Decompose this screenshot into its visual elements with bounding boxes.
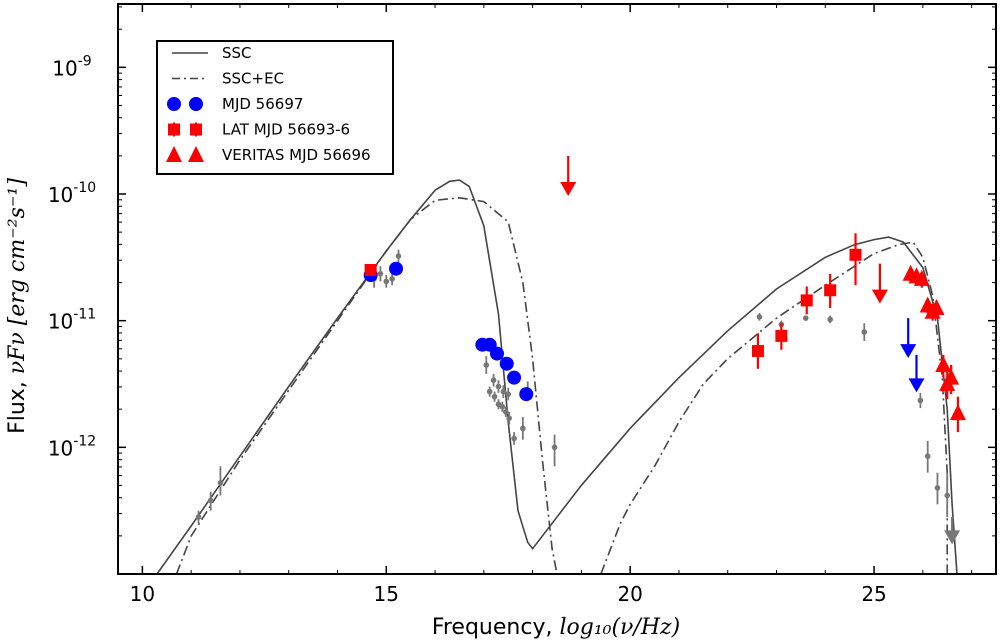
lat-mjd-56693-6-point: [849, 248, 862, 261]
archival-point: [195, 514, 202, 520]
legend: SSC SSC+EC MJD 56697 LAT MJD 56693-6 VERITAS…: [156, 40, 394, 175]
veritas-mjd-56696-point: [913, 269, 930, 286]
archival-point: [500, 388, 507, 395]
archival-point: [217, 480, 224, 486]
mjd-56697-point: [519, 387, 534, 402]
archival-point: [483, 362, 490, 368]
archival-point: [207, 497, 214, 504]
x-tick-label: 20: [617, 582, 642, 606]
archival-upper-limit-arrow-head: [944, 530, 961, 545]
legend-label: MJD 56697: [222, 95, 303, 113]
mjd-56697-point: [507, 370, 522, 385]
veritas-mjd-56696-point: [935, 356, 952, 372]
archival-point: [511, 435, 517, 442]
lat-mjd-56693-6-point: [751, 345, 764, 358]
lat-upper-limits-arrow-head: [871, 289, 888, 304]
mjd-56697-upper-limits-arrow-head: [908, 378, 925, 393]
lat-mjd-56693-6-point: [800, 294, 813, 307]
archival-point: [490, 377, 497, 384]
archival-point: [491, 393, 498, 400]
lat-mjd-56693-6-point: [775, 329, 788, 342]
mjd-56697-point: [389, 261, 404, 276]
legend-label: LAT MJD 56693-6: [222, 121, 350, 139]
archival-point: [934, 485, 941, 491]
legend-marker-square: [190, 123, 202, 136]
legend-marker-triangle: [188, 146, 204, 162]
archival-point: [377, 271, 384, 277]
model-curves: [156, 179, 958, 574]
mjd-56697-upper-limits-arrow-head: [900, 344, 917, 359]
archival-point: [551, 444, 558, 451]
mjd-56697-point: [490, 346, 505, 361]
archival-point: [389, 276, 395, 282]
archival-point: [499, 404, 506, 410]
legend-label: SSC+EC: [222, 70, 284, 88]
lat-mjd-56693-6-point: [824, 284, 837, 297]
x-tick-label: 15: [374, 582, 399, 606]
legend-marker-square: [168, 123, 180, 136]
veritas-mjd-56696-point: [949, 404, 966, 421]
archival-point: [924, 453, 931, 460]
x-tick-label: 25: [861, 582, 886, 606]
legend-label: SSC: [222, 44, 252, 62]
data-points: [195, 156, 966, 545]
archival-point: [502, 409, 509, 415]
y-axis-title: Flux, νFν [erg cm⁻²s⁻¹]: [5, 178, 30, 434]
y-tick-label: 10-9: [52, 53, 91, 80]
y-tick-label: 10-10: [48, 180, 96, 207]
archival-point: [944, 492, 951, 499]
archival-point: [383, 278, 390, 285]
lat-mjd-56693-6-point: [364, 264, 377, 276]
legend-marker-circle: [189, 97, 203, 111]
y-tick-label: 10-12: [48, 433, 96, 460]
archival-point: [917, 397, 924, 404]
curve-ssc-ec: [175, 196, 558, 574]
archival-point: [861, 329, 868, 335]
legend-marker-triangle: [166, 146, 182, 162]
veritas-mjd-56696-point: [943, 368, 960, 385]
lat-upper-limits-arrow-head: [560, 182, 577, 196]
archival-point: [802, 315, 809, 321]
archival-point: [486, 388, 493, 395]
curve-ssc: [156, 179, 958, 574]
veritas-mjd-56696-point: [928, 299, 945, 315]
mjd-56697-point: [499, 356, 514, 371]
archival-point: [395, 253, 402, 259]
archival-point: [506, 415, 512, 422]
legend-marker-circle: [167, 97, 181, 111]
archival-point: [827, 316, 833, 323]
x-axis-title: Frequency, log₁₀(ν/Hz): [432, 615, 680, 640]
x-tick-label: 10: [130, 582, 155, 606]
y-tick-label: 10-11: [48, 307, 96, 334]
archival-point: [756, 314, 763, 320]
archival-point: [505, 391, 512, 397]
archival-point: [520, 425, 526, 432]
legend-label: VERITAS MJD 56696: [222, 146, 371, 164]
axis-ticks: 10 15 20 25 10-12 10-11 10-10 10-9: [48, 4, 996, 606]
plot-frame: [117, 3, 997, 575]
archival-point: [495, 383, 502, 390]
